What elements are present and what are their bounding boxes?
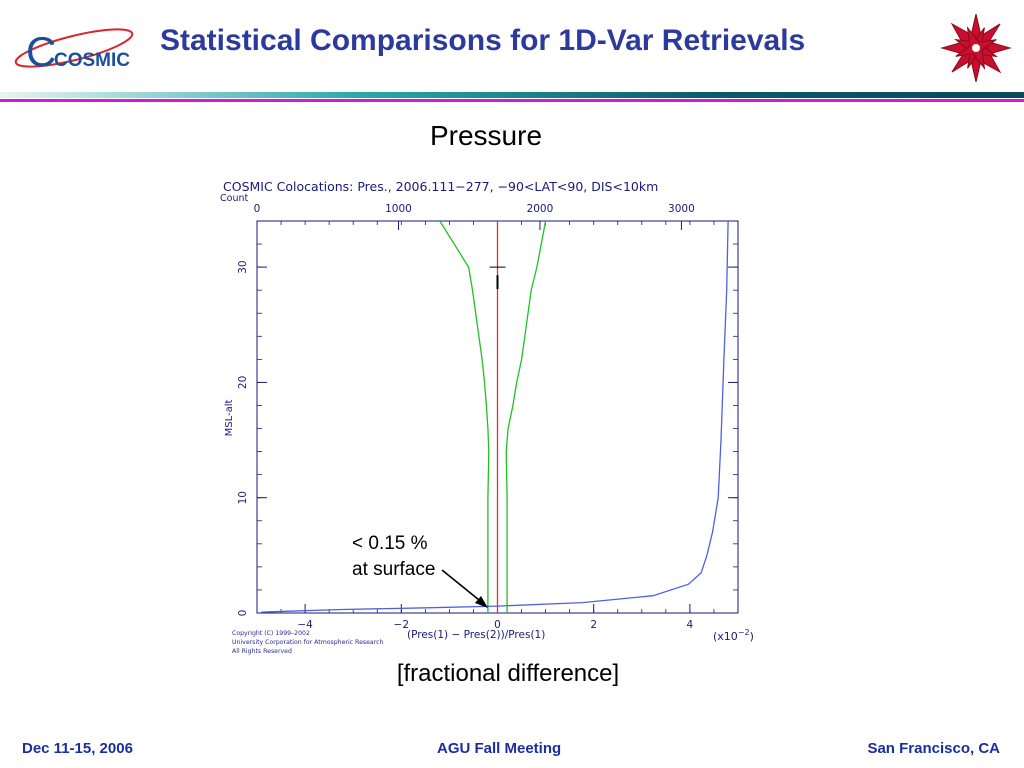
copyright-line-2: University Corporation for Atmospheric R… — [232, 639, 384, 646]
chart-title: COSMIC Colocations: Pres., 2006.111−277,… — [223, 179, 658, 194]
x-axis-caption: [fractional difference] — [396, 660, 620, 687]
std-upper-line — [505, 220, 547, 613]
top-axis-label: Count — [220, 193, 248, 204]
top-tick-label: 2000 — [527, 203, 554, 215]
logo-c-glyph: C — [26, 28, 56, 75]
top-tick-label: 1000 — [385, 203, 412, 215]
copyright-line-3: All Rights Reserved — [232, 648, 292, 655]
y-axis-label: MSL-alt — [224, 400, 235, 437]
x-tick-label: 2 — [590, 619, 597, 631]
x-tick-label: 4 — [687, 619, 694, 631]
chart-subtitle: Pressure — [429, 120, 543, 151]
surface-annotation: < 0.15 % at surface — [352, 531, 435, 583]
y-tick-label: 0 — [237, 610, 249, 617]
x-tick-label: −4 — [297, 619, 313, 631]
footer-location: San Francisco, CA — [867, 740, 1000, 757]
x-axis-label: (Pres(1) − Pres(2))/Pres(1) — [407, 629, 545, 641]
top-tick-label: 0 — [254, 203, 261, 215]
x-tick-label: 0 — [494, 619, 501, 631]
multiplier-base: (x10 — [713, 630, 738, 643]
pressure-comparison-chart: COSMIC Colocations: Pres., 2006.111−277,… — [220, 179, 754, 655]
y-tick-label: 10 — [237, 491, 249, 504]
multiplier-close: ) — [750, 630, 754, 643]
cosmic-logo: C COSMIC — [14, 28, 134, 75]
top-tick-label: 3000 — [668, 203, 695, 215]
logo-text: COSMIC — [54, 50, 130, 71]
copyright-line-1: Copyright (C) 1999–2002 — [232, 630, 310, 637]
page-title: Statistical Comparisons for 1D-Var Retri… — [160, 24, 806, 57]
y-tick-label: 20 — [237, 376, 249, 389]
annotation-line-1: < 0.15 % — [352, 533, 428, 554]
logo-orbit-ring — [14, 28, 134, 68]
annotation-arrow-icon — [441, 569, 488, 608]
count-line — [261, 220, 729, 613]
x-tick-label: −2 — [394, 619, 409, 631]
star-emblem-icon — [940, 13, 1012, 83]
header-divider — [0, 92, 1024, 102]
std-lower-line — [439, 220, 490, 613]
y-tick-label: 30 — [237, 260, 249, 273]
footer-meeting: AGU Fall Meeting — [437, 740, 562, 757]
annotation-line-2: at surface — [352, 559, 436, 580]
multiplier-exponent: −2 — [738, 628, 750, 637]
footer-date: Dec 11-15, 2006 — [22, 740, 133, 757]
x-axis-multiplier: (x10−2) — [713, 628, 754, 643]
